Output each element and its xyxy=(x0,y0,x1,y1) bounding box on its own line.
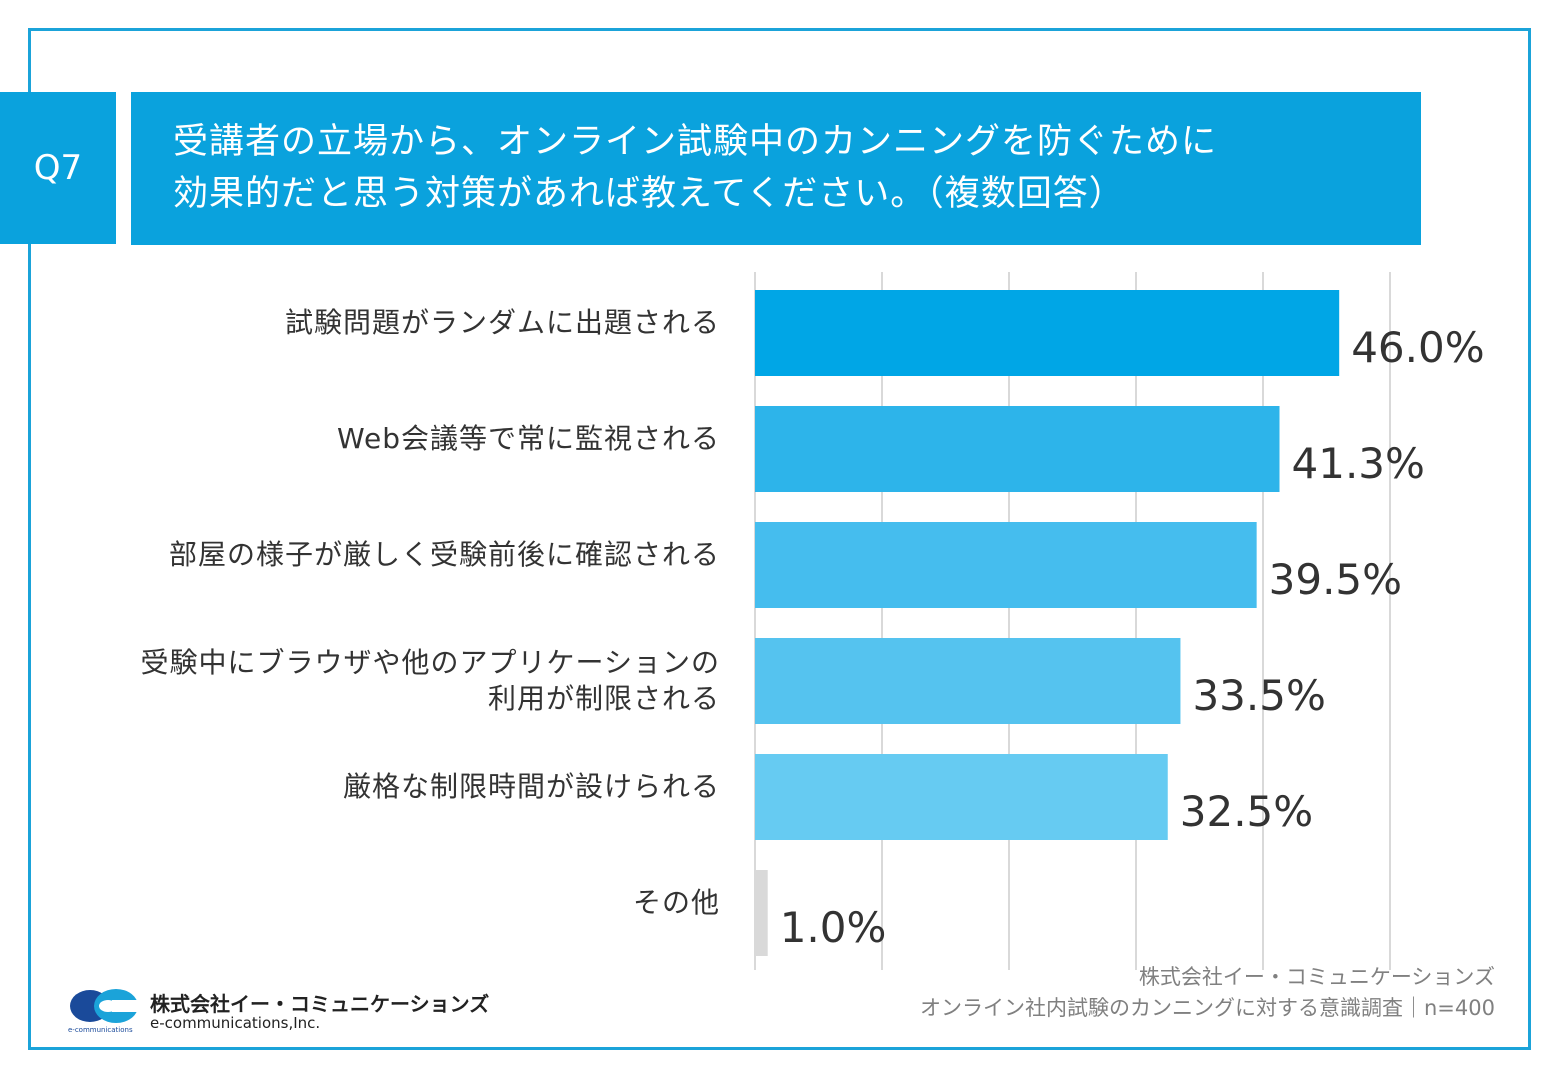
category-label: 厳格な制限時間が設けられる xyxy=(20,769,720,805)
data-label: 46.0% xyxy=(1351,323,1484,372)
category-label: 試験問題がランダムに出題される xyxy=(20,305,720,341)
bar xyxy=(755,406,1280,492)
bar xyxy=(755,638,1181,724)
logo-name-jp: 株式会社イー・コミュニケーションズ xyxy=(150,992,490,1016)
data-label: 32.5% xyxy=(1180,787,1313,836)
company-logo: 株式会社イー・コミュニケーションズ e-communications,Inc. … xyxy=(68,986,490,1036)
survey-source: 株式会社イー・コミュニケーションズ オンライン社内試験のカンニングに対する意識調… xyxy=(920,962,1495,1024)
category-label-line: 厳格な制限時間が設けられる xyxy=(342,770,720,803)
category-label: 部屋の様子が厳しく受験前後に確認される xyxy=(20,537,720,573)
category-label: Web会議等で常に監視される xyxy=(20,421,720,457)
data-label: 41.3% xyxy=(1292,439,1425,488)
category-label-line: その他 xyxy=(632,886,720,919)
source-company: 株式会社イー・コミュニケーションズ xyxy=(1138,965,1495,989)
logo-mark-icon xyxy=(70,989,148,1023)
logo-small-text: e-communications xyxy=(68,1026,133,1034)
question-line-1: 受講者の立場から、オンライン試験中のカンニングを防ぐために xyxy=(173,122,1218,162)
category-label-line: 利用が制限される xyxy=(487,682,720,715)
bar xyxy=(755,754,1168,840)
data-label: 33.5% xyxy=(1192,671,1325,720)
category-label-line: 受験中にブラウザや他のアプリケーションの xyxy=(140,646,720,679)
question-number-badge: Q7 xyxy=(0,92,116,244)
data-label: 39.5% xyxy=(1269,555,1402,604)
source-survey: オンライン社内試験のカンニングに対する意識調査｜n=400 xyxy=(920,996,1495,1020)
logo-name-en: e-communications,Inc. xyxy=(150,1014,321,1032)
data-label: 1.0% xyxy=(780,903,887,952)
category-label-line: 部屋の様子が厳しく受験前後に確認される xyxy=(168,538,720,571)
category-label-line: Web会議等で常に監視される xyxy=(336,422,720,455)
bar xyxy=(755,522,1257,608)
question-box: 受講者の立場から、オンライン試験中のカンニングを防ぐために 効果的だと思う対策が… xyxy=(131,92,1421,245)
category-label-line: 試験問題がランダムに出題される xyxy=(284,306,720,339)
category-label: 受験中にブラウザや他のアプリケーションの 利用が制限される xyxy=(20,645,720,717)
question-line-2: 効果的だと思う対策があれば教えてください。（複数回答） xyxy=(173,174,1125,214)
outer-frame xyxy=(28,28,1531,1050)
category-label: その他 xyxy=(20,885,720,921)
bar xyxy=(755,870,768,956)
bar xyxy=(755,290,1340,376)
